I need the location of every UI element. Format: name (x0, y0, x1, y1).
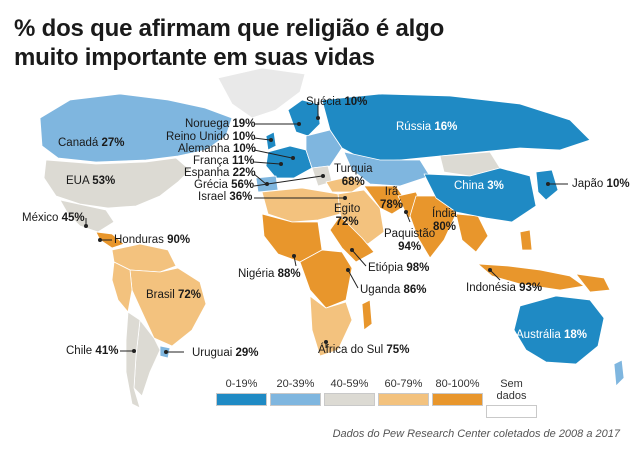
horn-africa-shape (329, 215, 375, 263)
russia-shape (321, 93, 591, 163)
leader-spain (253, 173, 267, 185)
madagascar-shape (361, 299, 373, 331)
leader-uganda (347, 269, 359, 289)
label-brazil: Brasil 72% (146, 289, 201, 301)
dot-pakistan (404, 210, 408, 214)
label-uk: Reino Unido 10% (166, 131, 256, 143)
dot-chile (132, 349, 136, 353)
legend-swatch (270, 393, 321, 406)
greenland-shape (217, 67, 306, 119)
label-russia: Rússia 16% (396, 121, 458, 133)
dot-germany (291, 156, 295, 160)
dot-uganda (346, 268, 350, 272)
map-title: % dos que afirmam que religião é algo mu… (14, 14, 444, 72)
label-germany: Alemanha 10% (178, 143, 257, 155)
southeast-asia-shape (455, 213, 489, 253)
dot-uk (269, 138, 273, 142)
canada-shape (39, 93, 233, 163)
label-pakistan: Paquistão 94% (384, 228, 436, 253)
brazil-shape (129, 267, 207, 347)
scandinavia-shape (287, 99, 321, 137)
legend-item-20-39: 20-39% (270, 378, 321, 406)
legend-item-80-100: 80-100% (432, 378, 483, 406)
dot-mexico (84, 224, 88, 228)
china-shape (423, 167, 537, 223)
dot-sweden (316, 116, 320, 120)
label-usa: EUA 53% (66, 175, 116, 187)
label-iran: Irã 78% (380, 186, 404, 211)
west-europe-shape (265, 145, 313, 179)
leader-france (253, 161, 281, 165)
north-africa-shape (261, 187, 341, 223)
dot-south-africa (324, 340, 328, 344)
legend-item-0-19: 0-19% (216, 378, 267, 406)
new-zealand-shape (613, 359, 625, 387)
philippines-shape (519, 229, 533, 251)
label-ethiopia: Etiópia 98% (368, 262, 430, 274)
dot-japan (546, 182, 550, 186)
label-nigeria: Nigéria 88% (238, 268, 301, 280)
label-greece: Grécia 56% (194, 179, 255, 191)
label-south-africa: África do Sul 75% (318, 344, 410, 356)
label-uganda: Uganda 86% (360, 284, 427, 296)
dot-spain (265, 182, 269, 186)
legend-swatch (432, 393, 483, 406)
legend-swatch (486, 405, 537, 418)
title-line-2: muito importante em suas vidas (14, 44, 375, 71)
dot-nigeria (292, 254, 296, 258)
legend-swatch (216, 393, 267, 406)
source-note: Dados do Pew Research Center coletados d… (332, 428, 620, 440)
label-australia: Austrália 18% (516, 329, 587, 341)
dot-uruguay (164, 350, 168, 354)
indonesia-shape (477, 263, 585, 291)
andes-shape (111, 261, 133, 313)
legend-item-60-79: 60-79% (378, 378, 429, 406)
label-mexico: México 45% (22, 212, 85, 224)
iran-shape (363, 185, 409, 215)
new-guinea-shape (575, 273, 611, 293)
title-line-1: % dos que afirmam que religião é algo (14, 15, 445, 42)
dot-greece (321, 174, 325, 178)
label-india: Índia 80% (432, 208, 457, 233)
label-china: China 3% (454, 180, 504, 192)
usa-shape (43, 157, 191, 209)
legend-item-40-59: 40-59% (324, 378, 375, 406)
central-asia-shape (343, 151, 431, 187)
dot-indonesia (488, 268, 492, 272)
leader-germany (253, 149, 293, 159)
label-indonesia: Indonésia 93% (466, 282, 543, 294)
leader-lines (85, 102, 568, 353)
dot-norway (297, 122, 301, 126)
dot-honduras (98, 238, 102, 242)
leader-ethiopia (351, 249, 367, 267)
legend-swatch (378, 393, 429, 406)
legend-swatch (324, 393, 375, 406)
label-honduras: Honduras 90% (114, 234, 191, 246)
label-canada: Canadá 27% (58, 137, 125, 149)
leader-dots (84, 116, 550, 354)
australia-shape (513, 295, 605, 365)
dot-france (279, 162, 283, 166)
dot-ethiopia (350, 248, 354, 252)
label-japan: Japão 10% (572, 178, 630, 190)
label-israel: Israel 36% (198, 191, 253, 203)
leader-indonesia (489, 269, 501, 281)
leader-uk (253, 137, 271, 141)
label-chile: Chile 41% (66, 345, 119, 357)
label-spain: Espanha 22% (184, 167, 256, 179)
label-sweden: Suécia 10% (306, 96, 368, 108)
label-uruguay: Uruguai 29% (192, 347, 259, 359)
turkey-shape (325, 175, 365, 193)
label-norway: Noruega 19% (185, 118, 256, 130)
label-egypt: Egito 72% (334, 203, 361, 228)
dot-israel (343, 196, 347, 200)
central-africa-shape (299, 249, 353, 309)
legend-item-no-data: Sem dados (486, 378, 537, 418)
label-turkey: Turquia 68% (334, 163, 373, 188)
label-france: França 11% (193, 155, 255, 167)
southern-africa-shape (309, 295, 353, 357)
